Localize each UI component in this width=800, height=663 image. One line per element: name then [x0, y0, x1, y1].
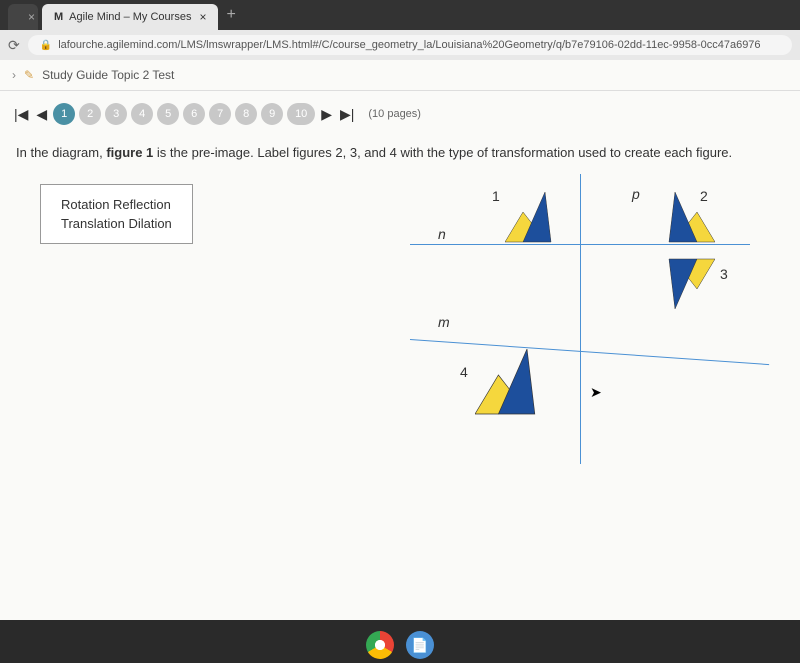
browser-tab-bar: × M Agile Mind – My Courses × + [0, 0, 800, 30]
close-icon[interactable]: × [199, 10, 206, 24]
first-page-icon[interactable]: |◀ [12, 106, 30, 123]
answer-row-1[interactable]: Rotation Reflection [61, 195, 172, 214]
chevron-right-icon[interactable]: › [12, 68, 16, 82]
page-content: › ✎ Study Guide Topic 2 Test |◀ ◀ 123456… [0, 60, 800, 620]
line-p [580, 174, 581, 464]
mouse-cursor: ➤ [590, 384, 602, 401]
close-icon[interactable]: × [28, 10, 35, 24]
question-text: In the diagram, figure 1 is the pre-imag… [0, 137, 800, 168]
files-icon[interactable]: 📄 [406, 631, 434, 659]
page-1[interactable]: 1 [53, 103, 75, 125]
page-count-label: (10 pages) [368, 108, 421, 120]
page-6[interactable]: 6 [183, 103, 205, 125]
lock-icon: 🔒 [40, 40, 52, 51]
url-input[interactable]: 🔒 lafourche.agilemind.com/LMS/lmswrapper… [28, 35, 792, 55]
page-4[interactable]: 4 [131, 103, 153, 125]
taskbar: 📄 [0, 627, 800, 663]
label-n: n [438, 226, 446, 242]
line-m [410, 339, 769, 365]
geometry-diagram: n m p 1 2 3 4 ➤ [410, 184, 750, 464]
page-5[interactable]: 5 [157, 103, 179, 125]
address-bar: ⟳ 🔒 lafourche.agilemind.com/LMS/lmswrapp… [0, 30, 800, 60]
figure-2 [655, 192, 715, 247]
new-tab-button[interactable]: + [226, 6, 235, 24]
label-3: 3 [720, 266, 728, 282]
label-m: m [438, 314, 450, 330]
next-page-icon[interactable]: ▶ [319, 106, 334, 123]
page-8[interactable]: 8 [235, 103, 257, 125]
tab-favicon: M [54, 11, 63, 23]
pagination: |◀ ◀ 12345678910 ▶ ▶| (10 pages) [0, 91, 800, 137]
page-10[interactable]: 10 [287, 103, 315, 125]
url-text: lafourche.agilemind.com/LMS/lmswrapper/L… [58, 39, 760, 51]
breadcrumb-text: Study Guide Topic 2 Test [42, 68, 174, 82]
prev-page-icon[interactable]: ◀ [34, 106, 49, 123]
page-7[interactable]: 7 [209, 103, 231, 125]
figure-3 [655, 254, 715, 309]
last-page-icon[interactable]: ▶| [338, 106, 356, 123]
tab-prev[interactable]: × [8, 4, 38, 30]
page-3[interactable]: 3 [105, 103, 127, 125]
page-9[interactable]: 9 [261, 103, 283, 125]
label-p: p [632, 186, 640, 202]
figure-4 [475, 349, 553, 421]
reload-icon[interactable]: ⟳ [8, 37, 20, 54]
answer-choices[interactable]: Rotation Reflection Translation Dilation [40, 184, 193, 244]
breadcrumb: › ✎ Study Guide Topic 2 Test [0, 60, 800, 91]
label-1: 1 [492, 188, 500, 204]
tab-title: Agile Mind – My Courses [69, 11, 191, 23]
tab-active[interactable]: M Agile Mind – My Courses × [42, 4, 218, 30]
edit-icon[interactable]: ✎ [24, 68, 34, 82]
page-2[interactable]: 2 [79, 103, 101, 125]
figure-1 [505, 192, 565, 247]
answer-row-2[interactable]: Translation Dilation [61, 214, 172, 233]
chrome-icon[interactable] [366, 631, 394, 659]
label-4: 4 [460, 364, 468, 380]
